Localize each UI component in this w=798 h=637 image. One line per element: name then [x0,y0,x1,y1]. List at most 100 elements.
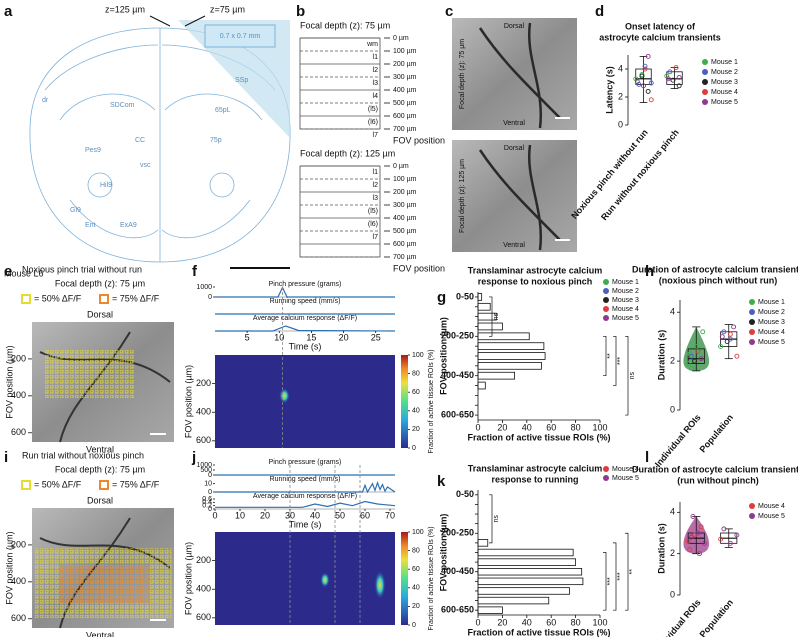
y-tick-label: 0-50 [456,291,474,301]
data-point [731,324,737,330]
data-point [645,53,651,59]
legend-marker [702,99,708,105]
bar [477,342,545,350]
x-tick-label: 20 [339,332,349,342]
view-title: Focal depth (z): 75 µm [300,20,390,30]
layer-label: l2 [373,67,379,74]
legend-label: Mouse 1 [711,59,738,66]
legend-label: = 75% ΔF/F [112,293,160,303]
legend-label: Mouse 2 [758,309,785,316]
data-point [690,514,696,519]
x-tick-label: 5 [245,332,250,342]
x-tick-label: 15 [306,332,316,342]
legend-label: Mouse 1 [758,299,785,306]
layer-label: l4 [373,93,379,100]
layer-label: l7 [373,132,379,139]
depth-label: Focal depth (z): 75 µm [459,39,466,109]
bar [477,332,530,341]
trace [215,325,396,332]
y-tick-label: 0 [208,294,212,301]
colorbar-tick-label: 20 [412,426,420,433]
y-axis-label: Latency (s) [604,66,614,114]
y-axis-label: Duration (s) [656,330,666,381]
orientation-label: Dorsal [87,309,113,319]
region-label: ExA9 [120,222,137,229]
y-tick-label: 400 [11,390,26,400]
x-tick-label: 50 [335,510,345,520]
heatmap [215,355,395,448]
significance-label: *** [617,357,624,365]
x-tick-label: 20 [497,422,507,432]
legend-label: Mouse 5 [758,339,785,346]
y-tick-label: 600-650 [441,409,474,419]
bar [477,577,584,586]
chart-title: (run without pinch) [677,475,758,485]
data-point [693,343,699,349]
y-tick-label: 4 [670,507,675,517]
legend-marker [702,59,708,65]
legend-marker [749,319,755,325]
region-label: SSp [235,77,248,84]
significance-label: ns [493,312,500,320]
depth-label: 200 µm [393,189,417,196]
legend-label: Mouse 3 [711,79,738,86]
orientation-label: Dorsal [504,145,525,152]
significance-label: ns [493,515,500,523]
fov-box [204,24,276,48]
vessel-image [452,140,577,252]
data-point [734,353,740,359]
legend-marker [749,339,755,345]
significance-bracket [603,552,607,611]
significance-bracket [489,296,493,337]
legend-label: Mouse 2 [711,69,738,76]
legend-marker [603,288,609,294]
y-tick-label: 600 [196,612,211,622]
data-point [667,69,673,75]
legend-marker [603,306,609,312]
depth-label: 500 µm [393,228,417,235]
panel-label: f [192,263,198,280]
orientation-label: Ventral [86,630,114,637]
layer-label: l2 [373,182,379,189]
bar [477,548,574,557]
data-point [727,540,733,546]
legend-marker [603,297,609,303]
y-tick-label: 4 [618,63,623,73]
colorbar [401,532,408,625]
chart-title: Translaminar astrocyte calcium [468,463,603,473]
panel-label: k [437,473,446,490]
colorbar-tick-label: 100 [412,529,424,536]
data-point [688,534,694,540]
y-axis-label: FOV position (µm) [438,514,448,592]
data-point [724,339,730,345]
hotspot [374,570,386,600]
colorbar-label: Fraction of active tissue ROIs (%) [428,349,435,453]
legend-marker [603,475,609,481]
mouse-label: Mouse L6 [4,268,44,278]
colorbar-tick-label: 20 [412,603,420,610]
y-tick-label: 2 [618,91,623,101]
legend-marker [603,279,609,285]
data-point [685,361,691,367]
panel-label: b [296,3,305,20]
data-point [642,63,648,69]
x-tick-label: 0 [475,422,480,432]
chart-title: (noxious pinch without run) [659,275,777,285]
x-tick-label: 40 [310,510,320,520]
y-tick-label: 0 [618,119,623,129]
colorbar [401,355,408,448]
depth-label: 400 µm [393,87,417,94]
y-tick-label: 200-250 [441,528,474,538]
data-point [692,358,698,364]
depth-label: Focal depth (z): 125 µm [459,159,466,233]
depth-label: 600 µm [393,241,417,248]
chart-title: astrocyte calcium transients [599,32,721,42]
region-label: Gl9 [70,207,81,214]
y-tick-label: 0.6 [202,496,212,503]
data-point [648,97,654,103]
y-tick-label: 2 [670,355,675,365]
y-axis-label: FOV position (µm) [4,345,14,418]
significance-bracket [613,335,617,386]
legend-label: Mouse 4 [612,306,639,313]
x-tick-label: 0 [475,617,480,627]
